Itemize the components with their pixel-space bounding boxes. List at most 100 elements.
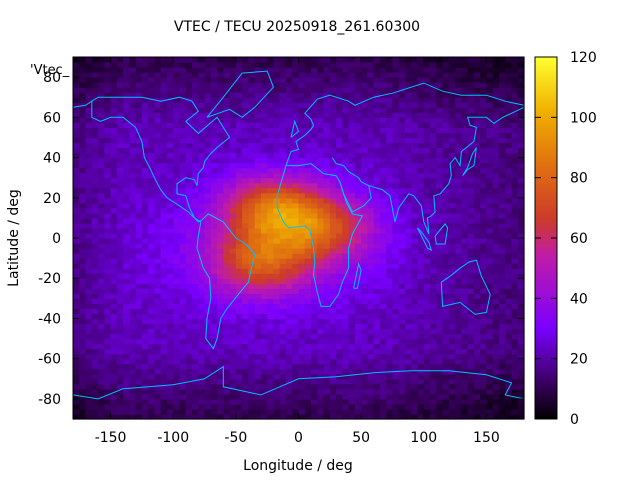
heatmap-cell xyxy=(141,72,149,78)
heatmap-cell xyxy=(311,318,318,325)
heatmap-cell xyxy=(480,182,488,189)
heatmap-cell xyxy=(373,77,381,83)
heatmap-cell xyxy=(455,313,462,320)
heatmap-cell xyxy=(473,318,481,325)
heatmap-cell xyxy=(480,293,488,299)
heatmap-cell xyxy=(480,378,488,385)
heatmap-cell xyxy=(398,112,406,118)
heatmap-cell xyxy=(235,243,243,249)
heatmap-cell xyxy=(91,112,99,118)
heatmap-cell xyxy=(267,232,275,239)
heatmap-cell xyxy=(342,82,350,88)
heatmap-cell xyxy=(267,383,275,390)
heatmap-cell xyxy=(104,162,112,169)
heatmap-cell xyxy=(436,333,444,340)
heatmap-cell xyxy=(148,132,156,139)
heatmap-cell xyxy=(73,72,80,78)
heatmap-cell xyxy=(361,333,368,340)
heatmap-cell xyxy=(292,212,300,219)
heatmap-cell xyxy=(210,283,218,289)
heatmap-cell xyxy=(192,157,199,164)
heatmap-cell xyxy=(279,147,287,154)
heatmap-cell xyxy=(267,207,275,214)
heatmap-cell xyxy=(148,278,156,284)
heatmap-cell xyxy=(179,373,187,380)
heatmap-cell xyxy=(411,413,419,420)
heatmap-cell xyxy=(135,318,143,325)
heatmap-cell xyxy=(367,147,375,154)
heatmap-cell xyxy=(210,232,218,239)
heatmap-cell xyxy=(304,132,312,139)
heatmap-cell xyxy=(298,62,306,68)
heatmap-cell xyxy=(317,82,325,88)
heatmap-cell xyxy=(179,62,187,68)
heatmap-cell xyxy=(498,67,506,73)
heatmap-cell xyxy=(279,403,287,410)
heatmap-cell xyxy=(235,117,243,123)
heatmap-cell xyxy=(404,127,412,134)
heatmap-cell xyxy=(260,107,268,113)
heatmap-cell xyxy=(154,413,162,420)
heatmap-cell xyxy=(398,288,406,294)
heatmap-cell xyxy=(342,293,350,299)
heatmap-cell xyxy=(135,187,143,194)
heatmap-cell xyxy=(442,333,450,340)
heatmap-cell xyxy=(192,172,199,179)
heatmap-cell xyxy=(123,403,130,410)
heatmap-cell xyxy=(148,293,156,299)
heatmap-cell xyxy=(110,303,118,309)
heatmap-cell xyxy=(461,77,469,83)
heatmap-cell xyxy=(304,348,312,355)
heatmap-cell xyxy=(455,343,462,350)
heatmap-cell xyxy=(498,298,506,304)
heatmap-cell xyxy=(379,298,387,304)
heatmap-cell xyxy=(254,248,262,254)
heatmap-cell xyxy=(91,298,99,304)
heatmap-cell xyxy=(461,283,469,289)
heatmap-cell xyxy=(235,288,243,294)
heatmap-cell xyxy=(354,308,362,315)
heatmap-cell xyxy=(129,298,137,304)
heatmap-cell xyxy=(367,298,375,304)
heatmap-cell xyxy=(386,172,394,179)
heatmap-cell xyxy=(135,293,143,299)
heatmap-cell xyxy=(110,268,118,274)
heatmap-cell xyxy=(404,187,412,194)
heatmap-cell xyxy=(354,268,362,274)
heatmap-cell xyxy=(223,167,231,174)
heatmap-cell xyxy=(367,222,375,229)
heatmap-cell xyxy=(292,353,300,360)
heatmap-cell xyxy=(285,167,293,174)
heatmap-cell xyxy=(279,117,287,123)
heatmap-cell xyxy=(254,122,262,128)
heatmap-cell xyxy=(367,313,375,320)
heatmap-cell xyxy=(260,373,268,380)
heatmap-cell xyxy=(210,62,218,68)
heatmap-cell xyxy=(392,57,400,63)
heatmap-cell xyxy=(298,408,306,415)
heatmap-cell xyxy=(386,72,394,78)
heatmap-cell xyxy=(448,212,456,219)
heatmap-cell xyxy=(110,232,118,239)
heatmap-cell xyxy=(311,303,318,309)
heatmap-cell xyxy=(129,238,137,244)
heatmap-cell xyxy=(210,87,218,93)
heatmap-cell xyxy=(392,278,400,284)
heatmap-cell xyxy=(486,328,494,335)
heatmap-cell xyxy=(98,87,105,93)
heatmap-cell xyxy=(461,243,469,249)
heatmap-cell xyxy=(311,313,318,320)
heatmap-cell xyxy=(373,343,381,350)
heatmap-cell xyxy=(386,298,394,304)
heatmap-cell xyxy=(73,243,80,249)
heatmap-cell xyxy=(442,353,450,360)
heatmap-cell xyxy=(104,238,112,244)
heatmap-cell xyxy=(473,162,481,169)
heatmap-cell xyxy=(417,112,425,118)
heatmap-cell xyxy=(354,273,362,279)
heatmap-cell xyxy=(79,227,87,234)
heatmap-cell xyxy=(361,373,368,380)
heatmap-cell xyxy=(404,283,412,289)
heatmap-cell xyxy=(342,413,350,420)
heatmap-cell xyxy=(423,238,431,244)
